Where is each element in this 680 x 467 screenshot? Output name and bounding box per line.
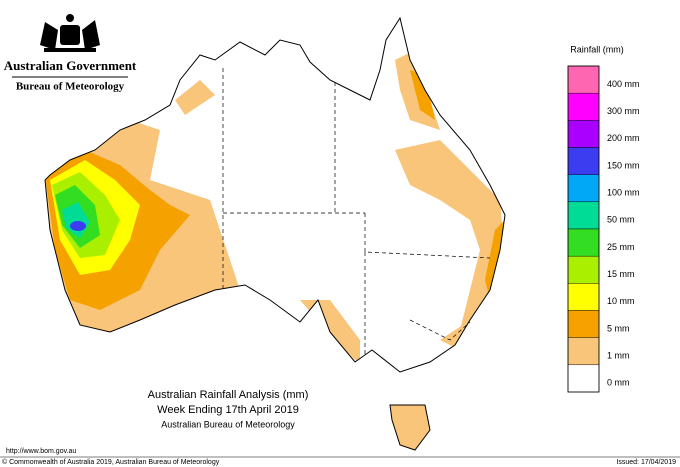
legend-swatch	[567, 201, 600, 230]
legend: 400 mm 300 mm 200 mm 150 mm 100 mm 50 mm 25 mm…	[567, 65, 640, 393]
legend-label: 0 mm	[607, 378, 630, 388]
legend-swatch	[567, 147, 600, 175]
legend-label: 150 mm	[607, 160, 640, 170]
footer-issued: Issued: 17/04/2019	[616, 459, 676, 466]
footer-url: http://www.bom.gov.au	[6, 448, 76, 455]
legend-label: 100 mm	[607, 187, 640, 197]
legend-swatch	[567, 283, 600, 311]
legend-swatch	[567, 255, 600, 284]
legend-label: 25 mm	[607, 242, 635, 252]
legend-label: 50 mm	[607, 215, 635, 225]
map-title-line: Australian Rainfall Analysis (mm)	[148, 389, 309, 401]
legend-title: Rainfall (mm)	[570, 44, 624, 54]
legend-swatch	[567, 120, 600, 148]
legend-swatch	[567, 310, 600, 338]
map-title-line: Week Ending 17th April 2019	[157, 404, 299, 416]
legend-swatch	[567, 337, 600, 366]
government-name: Australian Government	[4, 58, 137, 73]
legend-label: 400 mm	[607, 79, 640, 89]
legend-label: 5 mm	[607, 323, 630, 333]
legend-label: 200 mm	[607, 133, 640, 143]
bureau-name: Bureau of Meteorology	[16, 81, 125, 93]
coat-of-arms	[40, 14, 100, 52]
legend-swatch	[567, 92, 600, 121]
legend-frame	[567, 65, 600, 393]
footer-copyright: © Commonwealth of Australia 2019, Austra…	[2, 458, 220, 466]
rainfall-shading	[45, 50, 505, 365]
tasmania	[389, 404, 431, 451]
legend-label: 10 mm	[607, 296, 635, 306]
legend-swatch	[567, 174, 600, 203]
legend-label: 300 mm	[607, 106, 640, 116]
legend-label: 1 mm	[607, 350, 630, 360]
legend-swatch	[567, 65, 600, 94]
australia-map	[44, 17, 506, 451]
map-title-line: Australian Bureau of Meteorology	[161, 419, 295, 429]
legend-swatch	[567, 228, 600, 257]
legend-label: 15 mm	[607, 269, 635, 279]
legend-swatch	[567, 364, 600, 393]
map-titles: Australian Rainfall Analysis (mm) Week En…	[148, 389, 309, 429]
